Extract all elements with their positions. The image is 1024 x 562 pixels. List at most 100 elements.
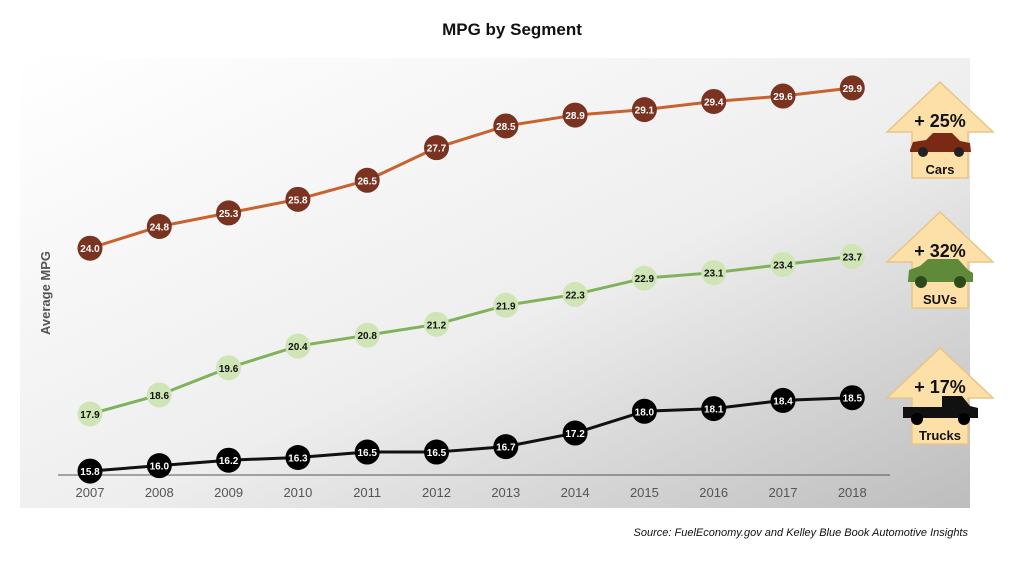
car-icon (910, 133, 971, 157)
data-label: 18.6 (150, 391, 170, 402)
data-point (77, 401, 103, 427)
data-point (146, 213, 172, 239)
data-label: 29.4 (704, 97, 724, 108)
truck-icon (903, 396, 978, 425)
data-label: 23.1 (704, 269, 724, 280)
chart-title: MPG by Segment (442, 20, 582, 39)
data-label: 28.9 (565, 111, 585, 122)
data-label: 25.3 (219, 209, 239, 220)
data-point (216, 447, 242, 473)
callout-change: + 17% (914, 377, 966, 397)
callout-change: + 32% (914, 241, 966, 261)
x-tick-label: 2015 (630, 485, 659, 500)
data-point (77, 458, 103, 484)
x-tick-label: 2017 (769, 485, 798, 500)
data-label: 28.5 (496, 122, 516, 133)
data-point (354, 167, 380, 193)
data-label: 16.2 (219, 456, 239, 467)
data-point (631, 97, 657, 123)
data-point (839, 385, 865, 411)
data-point (562, 420, 588, 446)
data-point (285, 444, 311, 470)
callout-change: + 25% (914, 111, 966, 131)
x-tick-label: 2009 (214, 485, 243, 500)
data-point (701, 260, 727, 286)
callout-label: Trucks (919, 428, 961, 443)
data-label: 25.8 (288, 195, 308, 206)
data-label: 29.9 (843, 84, 863, 95)
data-point (424, 135, 449, 161)
callout-label: SUVs (923, 292, 957, 307)
series-trucks: 15.8 16.0 16.2 16.3 16.5 16.5 16.7 17.2 18.0 18.1… (77, 385, 865, 484)
x-tick-label: 2016 (699, 485, 728, 500)
plot-background (20, 58, 970, 508)
data-label: 17.2 (565, 429, 585, 440)
data-point (839, 75, 865, 101)
data-label: 16.5 (427, 448, 447, 459)
data-point (770, 252, 796, 278)
data-label: 20.4 (288, 342, 308, 353)
data-point (493, 434, 519, 460)
data-label: 18.0 (635, 407, 655, 418)
data-point (839, 243, 865, 269)
data-point (146, 382, 172, 408)
data-point (493, 113, 519, 139)
data-label: 16.5 (357, 448, 377, 459)
data-point (701, 396, 727, 422)
callout-trucks: + 17% Trucks (885, 346, 995, 445)
data-point (354, 439, 380, 465)
up-arrow-icon (885, 80, 995, 179)
x-tick-label: 2018 (838, 485, 867, 500)
data-label: 19.6 (219, 364, 239, 375)
data-point (701, 88, 727, 114)
x-tick-label: 2014 (561, 485, 590, 500)
x-tick-label: 2011 (353, 485, 381, 500)
data-point (631, 265, 657, 291)
data-point (424, 439, 449, 465)
suv-icon (908, 259, 973, 288)
data-label: 23.4 (773, 261, 793, 272)
data-point (285, 333, 311, 359)
data-point (770, 83, 796, 109)
data-label: 16.7 (496, 443, 516, 454)
data-point (562, 102, 588, 128)
data-label: 18.4 (773, 396, 793, 407)
data-point (424, 311, 449, 337)
data-label: 20.8 (357, 331, 377, 342)
y-axis-label: Average MPG (38, 251, 53, 335)
callout-cars: + 25% Cars (885, 80, 995, 179)
series-suvs: 17.9 18.6 19.6 20.4 20.8 21.2 21.9 22.3 22.9 23.1… (77, 243, 865, 427)
data-label: 24.8 (150, 222, 170, 233)
callout-suvs: + 32% SUVs (885, 210, 995, 309)
data-label: 18.5 (843, 394, 863, 405)
data-label: 21.9 (496, 301, 516, 312)
data-point (77, 235, 103, 261)
data-label: 22.3 (565, 290, 585, 301)
data-label: 29.6 (773, 92, 793, 103)
data-label: 18.1 (704, 405, 724, 416)
data-label: 16.3 (288, 453, 308, 464)
data-label: 21.2 (427, 320, 447, 331)
data-label: 26.5 (357, 176, 377, 187)
x-tick-label: 2013 (491, 485, 520, 500)
data-label: 17.9 (80, 410, 100, 421)
data-label: 16.0 (150, 462, 170, 473)
x-tick-label: 2007 (76, 485, 105, 500)
data-point (354, 322, 380, 348)
data-point (631, 398, 657, 424)
data-point (216, 355, 242, 381)
data-point (562, 281, 588, 307)
data-label: 29.1 (635, 106, 655, 117)
source-note: Source: FuelEconomy.gov and Kelley Blue … (633, 527, 968, 539)
data-point (770, 387, 796, 413)
x-tick-label: 2008 (145, 485, 174, 500)
x-tick-label: 2010 (283, 485, 312, 500)
data-point (493, 292, 519, 318)
data-label: 24.0 (80, 244, 100, 255)
data-label: 27.7 (427, 144, 447, 155)
data-point (146, 453, 172, 479)
data-label: 22.9 (635, 274, 655, 285)
callout-label: Cars (926, 162, 955, 177)
